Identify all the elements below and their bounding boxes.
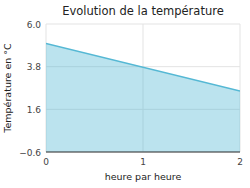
- area-line: [46, 43, 240, 91]
- y-grid-line: [46, 152, 240, 153]
- y-axis-label: Température en °C: [2, 43, 13, 134]
- x-tick-label: 1: [140, 157, 146, 167]
- area-fill: [46, 43, 240, 152]
- y-tick-label: 1.6: [27, 105, 42, 115]
- x-tick-label: 2: [237, 157, 243, 167]
- title: Evolution de la température: [62, 4, 224, 18]
- plot-area: [46, 43, 240, 152]
- grid: [46, 24, 240, 152]
- y-tick-label: −0.6: [19, 148, 41, 158]
- x-tick-label: 0: [43, 157, 49, 167]
- chart: −0.6 1.6 3.8 6.0 0 1 2 Evolution de la températ…: [0, 0, 250, 188]
- x-axis-line: [46, 152, 240, 153]
- y-tick-label: 6.0: [27, 20, 42, 30]
- x-axis-label: heure par heure: [105, 171, 182, 182]
- y-tick-label: 3.8: [27, 62, 42, 72]
